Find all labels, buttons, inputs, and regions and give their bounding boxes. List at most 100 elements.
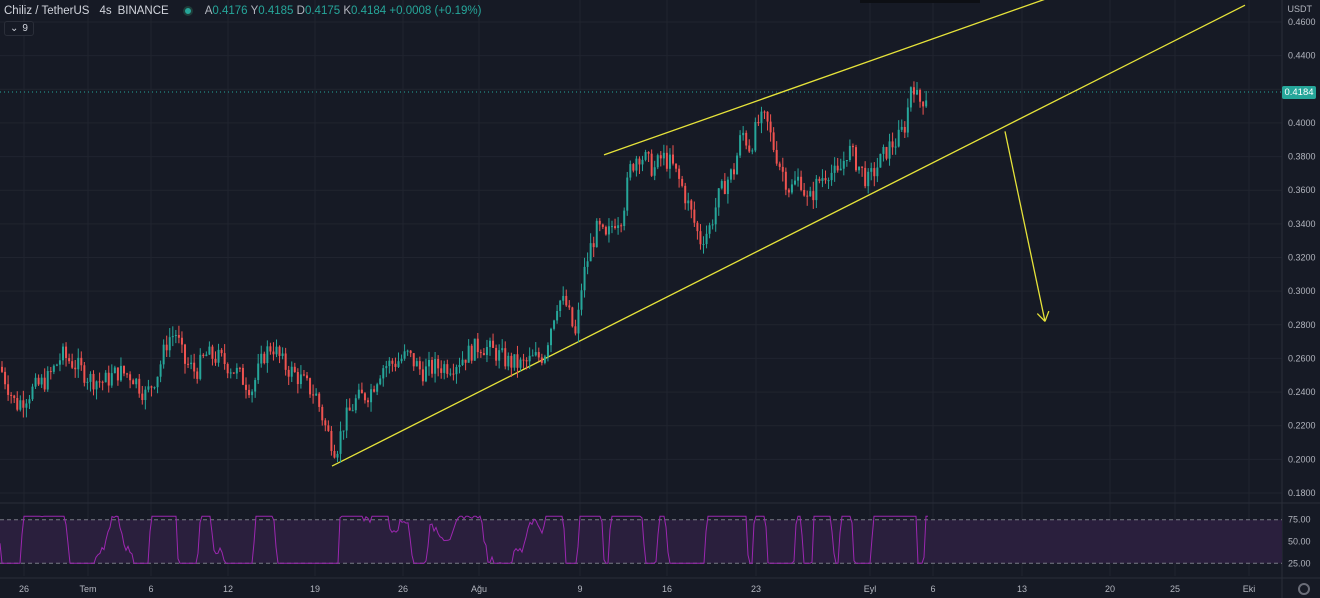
candle-body (193, 362, 196, 372)
candle-body (620, 225, 623, 227)
projection-arrow-head (1036, 313, 1046, 322)
price-tick-label: 0.2600 (1288, 353, 1316, 363)
candle-body (345, 407, 348, 431)
candle-body (86, 381, 89, 383)
trendlines[interactable] (331, 0, 1246, 467)
open-value: 0.4176 (212, 5, 248, 17)
time-tick-label: 26 (19, 584, 29, 594)
candle-body (888, 141, 891, 159)
price-tick-label: 0.2400 (1288, 387, 1316, 397)
candle-body (211, 346, 214, 359)
price-tick-label: 0.2200 (1288, 421, 1316, 431)
candle-body (598, 220, 601, 225)
candle-body (449, 373, 452, 375)
candle-body (711, 224, 714, 226)
candle-body (315, 393, 318, 396)
candle-body (226, 364, 229, 374)
candle-body (235, 367, 238, 374)
candle-body (467, 345, 470, 363)
candle-body (437, 358, 440, 369)
candle-body (217, 349, 220, 363)
candle-body (568, 305, 571, 308)
indicators-toggle[interactable]: ⌄ 9 (4, 21, 34, 36)
candle-body (580, 290, 583, 310)
time-axis[interactable]: 26 Tem 6 12 19 26 Ağu 9 16 23 Eyl 6 13 20 25 Eki (19, 584, 1255, 594)
candle-body (607, 226, 610, 235)
candle-body (418, 361, 421, 370)
candle-body (376, 384, 379, 392)
candle-body (10, 394, 13, 396)
candle-body (144, 389, 147, 401)
candle-body (903, 126, 906, 133)
candle-body (482, 353, 485, 356)
candle-body (690, 200, 693, 210)
candle-body (775, 149, 778, 164)
candle-body (848, 145, 851, 161)
candle-body (485, 347, 488, 356)
candle-body (760, 111, 763, 124)
candle-body (159, 364, 162, 377)
axis-unit-label[interactable]: USDT (1287, 4, 1313, 14)
candle-body (177, 334, 180, 338)
price-tick-label: 0.2000 (1288, 454, 1316, 464)
candle-body (501, 348, 504, 351)
candle-body (156, 376, 159, 388)
candle-body (52, 365, 55, 372)
chevron-down-icon: ⌄ (10, 23, 19, 34)
candle-body (675, 163, 678, 169)
candle-body (702, 244, 705, 246)
candle-body (165, 344, 168, 351)
candle-body (772, 132, 775, 150)
time-tick-label: 6 (148, 584, 153, 594)
gear-icon[interactable] (1298, 583, 1310, 595)
candle-body (296, 372, 299, 385)
candle-body (400, 358, 403, 362)
candle-body (34, 377, 37, 387)
candle-body (135, 378, 138, 385)
candle-body (546, 345, 549, 357)
candle-body (748, 145, 751, 152)
candle-body (577, 309, 580, 334)
candle-body (150, 386, 153, 388)
candle-body (595, 220, 598, 248)
time-tick-label: 25 (1170, 584, 1180, 594)
legend-timeframe[interactable]: 4s (99, 5, 112, 17)
candle-body (726, 179, 729, 195)
candle-body (745, 132, 748, 146)
candle-body (370, 389, 373, 403)
candle-body (909, 87, 912, 108)
candle-body (873, 168, 876, 177)
candle-body (424, 366, 427, 382)
rsi-band-fill (0, 519, 1282, 564)
candle-body (126, 373, 129, 375)
candle-body (498, 350, 501, 361)
candle-body (55, 364, 58, 366)
candle-body (260, 353, 263, 364)
candle-body (739, 135, 742, 156)
candle-body (281, 353, 284, 356)
candle-body (107, 372, 110, 386)
candle-body (708, 225, 711, 234)
candle-body (495, 347, 498, 361)
candle-body (806, 195, 809, 197)
candle-body (855, 147, 857, 171)
candle-body (342, 430, 345, 432)
legend-symbol[interactable]: Chiliz / TetherUS (4, 5, 90, 17)
candle-body (479, 352, 482, 354)
candle-body (842, 160, 845, 169)
candle-body (71, 361, 74, 368)
candle-body (516, 354, 519, 368)
candle-body (37, 377, 40, 385)
candle-body (440, 368, 443, 373)
candle-body (763, 111, 766, 113)
candle-body (299, 374, 302, 385)
candle-body (367, 400, 369, 403)
candle-body (306, 375, 308, 379)
price-axis[interactable]: 0.46000.44000.42000.40000.38000.36000.34… (1288, 17, 1316, 568)
candle-body (900, 126, 903, 130)
candle-body (208, 346, 211, 355)
candle-body (504, 348, 507, 367)
candle-body (162, 344, 165, 365)
candle-body (266, 346, 269, 364)
